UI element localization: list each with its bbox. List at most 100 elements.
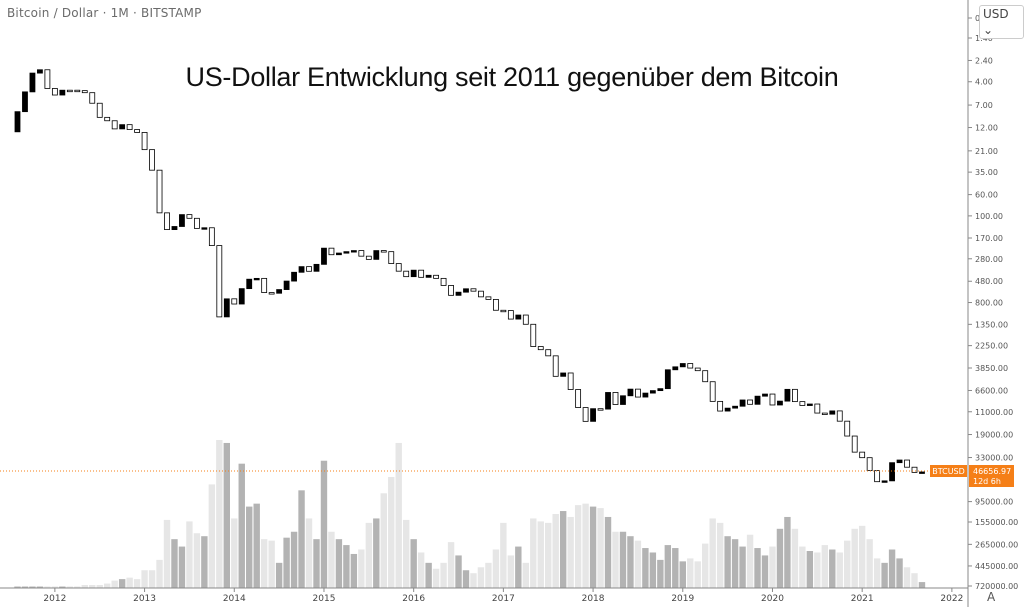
candle [261,277,268,293]
time-axis[interactable]: 2012 2013 2014 2015 2016 2017 2018 2019 2020 2021… [43,588,963,604]
volume-bar [672,548,679,588]
candle [81,90,88,94]
volume-bar [410,539,417,588]
y-tick-label: 7.00 [975,101,993,110]
candle [59,89,66,96]
price-tag-countdown: 12d 6h [973,477,1001,486]
volume-bar [784,516,791,588]
candle [410,269,417,278]
candle [769,393,776,406]
candle [111,120,118,130]
x-tick-label: 2017 [492,594,515,604]
candle [470,288,477,292]
candle [350,250,357,253]
candle [732,405,738,409]
volume-bar [492,549,500,588]
candle [336,252,342,256]
candle [904,459,910,468]
volume-bar [59,586,66,588]
candle [851,435,858,453]
candles [14,69,925,483]
candle [575,389,582,408]
candle [29,72,36,93]
candle [37,69,43,74]
volume-bar [881,562,888,588]
symbol-tag: BTCUSD [932,467,965,476]
volume-bar [141,570,148,588]
candle [679,363,686,368]
volume-bar [552,514,559,588]
y-tick-label: 720000.00 [975,582,1018,591]
volume-bar [223,442,230,588]
candle [814,403,821,414]
candle [193,217,200,229]
y-tick-label: 33000.00 [975,454,1013,463]
volume-bar [126,577,133,588]
volume-bar [545,522,552,588]
volume-bar [731,539,739,588]
y-tick-label: 1350.00 [975,320,1008,329]
candle [687,363,694,369]
volume-bar [776,528,784,588]
candle [448,285,454,296]
candle [605,392,611,410]
volume-bar [858,525,866,588]
volume-bar [328,531,335,588]
candle [485,296,492,300]
candle [642,392,649,398]
y-tick-label: 11000.00 [975,408,1013,417]
x-tick-label: 2016 [402,594,425,604]
candle [89,92,96,104]
volume-bar [148,570,156,588]
volume-bar [724,536,731,588]
y-tick-label: 265000.00 [975,540,1018,549]
volume-bar [761,555,769,588]
y-tick-label: 21.00 [975,147,998,156]
auto-scale-button[interactable]: A [987,590,996,604]
candle [283,280,290,290]
candle [171,226,178,231]
volume-bar [253,503,260,588]
volume-bar [627,536,634,588]
volume-bar [231,518,238,588]
currency-button[interactable]: USD ⌄ [979,5,1024,39]
volume-bar [156,559,163,588]
candle [268,292,275,295]
volume-bar [447,542,455,588]
candle [896,459,903,464]
candle [74,89,81,93]
volume-bar [709,518,716,588]
volume-bar [799,546,806,588]
candle [298,266,305,273]
candle [829,410,836,415]
volume-bar [470,573,477,588]
candle [66,89,73,93]
candle [126,124,133,130]
candle [478,290,484,298]
candle [51,88,58,96]
price-axis[interactable]: 01.402.404.007.0012.0021.0035.0060.00100… [968,14,1018,591]
volume-bar [178,546,186,588]
volume-bar [791,528,799,588]
candle [627,388,634,397]
candle [522,314,529,325]
symbol-tag-bg [930,465,967,477]
candle [388,251,395,264]
volume-bar [694,561,701,588]
y-tick-label: 4.00 [975,78,993,87]
volume-bar [567,516,574,588]
candle [747,399,753,405]
volume-bar [515,546,522,588]
candle [635,388,641,398]
candle [792,388,798,403]
volume-bar [238,463,245,588]
candle [44,69,51,89]
volume-bar [903,567,911,588]
chart-title: US-Dollar Entwicklung seit 2011 gegenübe… [185,62,839,92]
volume-bar [507,555,515,588]
volume-bar [373,518,380,588]
volume-bar [305,518,313,588]
y-tick-label: 155000.00 [975,518,1018,527]
volume-bar [283,537,290,588]
